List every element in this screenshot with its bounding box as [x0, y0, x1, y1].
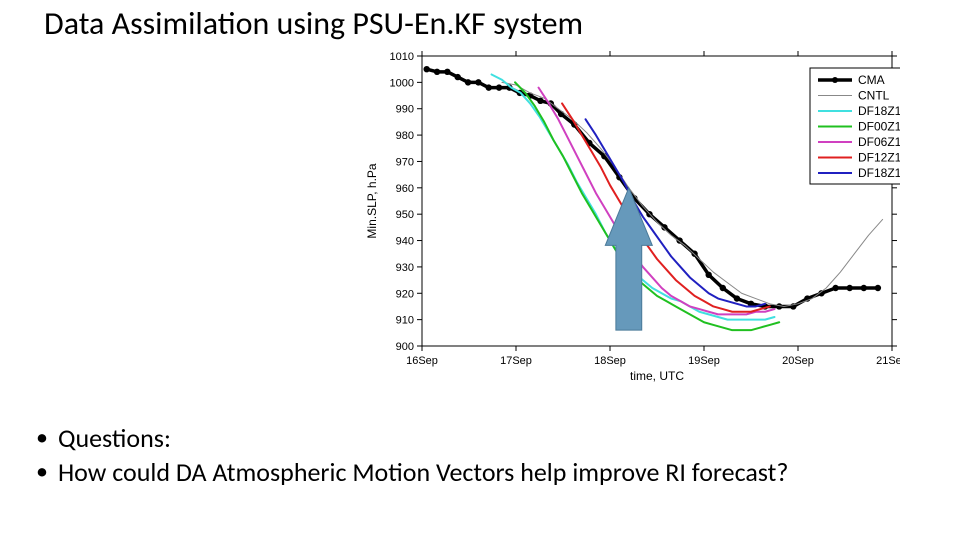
svg-text:950: 950: [396, 209, 414, 221]
bullet-text: How could DA Atmospheric Motion Vectors …: [58, 456, 788, 488]
svg-text:Min.SLP, h.Pa: Min.SLP, h.Pa: [365, 163, 379, 238]
svg-text:1000: 1000: [390, 77, 414, 89]
svg-text:time, UTC: time, UTC: [630, 369, 684, 383]
slp-chart-svg: 900 910 920 930 940 950 960 970 980 990 1000 1010 16…: [360, 50, 900, 385]
svg-text:970: 970: [396, 156, 414, 168]
bullet-marker: •: [36, 456, 48, 488]
svg-text:DF00Z17: DF00Z17: [858, 120, 900, 134]
bullet-item: • How could DA Atmospheric Motion Vector…: [30, 456, 910, 488]
page-title: Data Assimilation using PSU-En.KF system: [44, 4, 583, 43]
svg-text:CMA: CMA: [858, 73, 885, 87]
svg-text:910: 910: [396, 315, 414, 327]
svg-text:CNTL: CNTL: [858, 89, 890, 103]
svg-text:DF12Z17: DF12Z17: [858, 151, 900, 165]
svg-text:DF18Z17: DF18Z17: [858, 166, 900, 180]
svg-text:16Sep: 16Sep: [406, 355, 438, 367]
svg-text:900: 900: [396, 341, 414, 353]
bullet-list: • Questions: • How could DA Atmospheric …: [30, 422, 910, 490]
bullet-marker: •: [36, 422, 48, 454]
svg-text:1010: 1010: [390, 51, 414, 63]
svg-text:960: 960: [396, 183, 414, 195]
svg-text:DF06Z17: DF06Z17: [858, 135, 900, 149]
bullet-text: Questions:: [58, 422, 171, 454]
svg-text:DF18Z16: DF18Z16: [858, 104, 900, 118]
svg-text:940: 940: [396, 236, 414, 248]
svg-text:19Sep: 19Sep: [688, 355, 720, 367]
svg-text:21Sep: 21Sep: [876, 355, 900, 367]
svg-text:17Sep: 17Sep: [500, 355, 532, 367]
svg-text:18Sep: 18Sep: [594, 355, 626, 367]
svg-text:990: 990: [396, 104, 414, 116]
svg-text:920: 920: [396, 288, 414, 300]
slp-chart: 900 910 920 930 940 950 960 970 980 990 1000 1010 16…: [360, 50, 900, 385]
svg-text:20Sep: 20Sep: [782, 355, 814, 367]
svg-text:980: 980: [396, 130, 414, 142]
bullet-item: • Questions:: [30, 422, 910, 454]
svg-text:930: 930: [396, 262, 414, 274]
